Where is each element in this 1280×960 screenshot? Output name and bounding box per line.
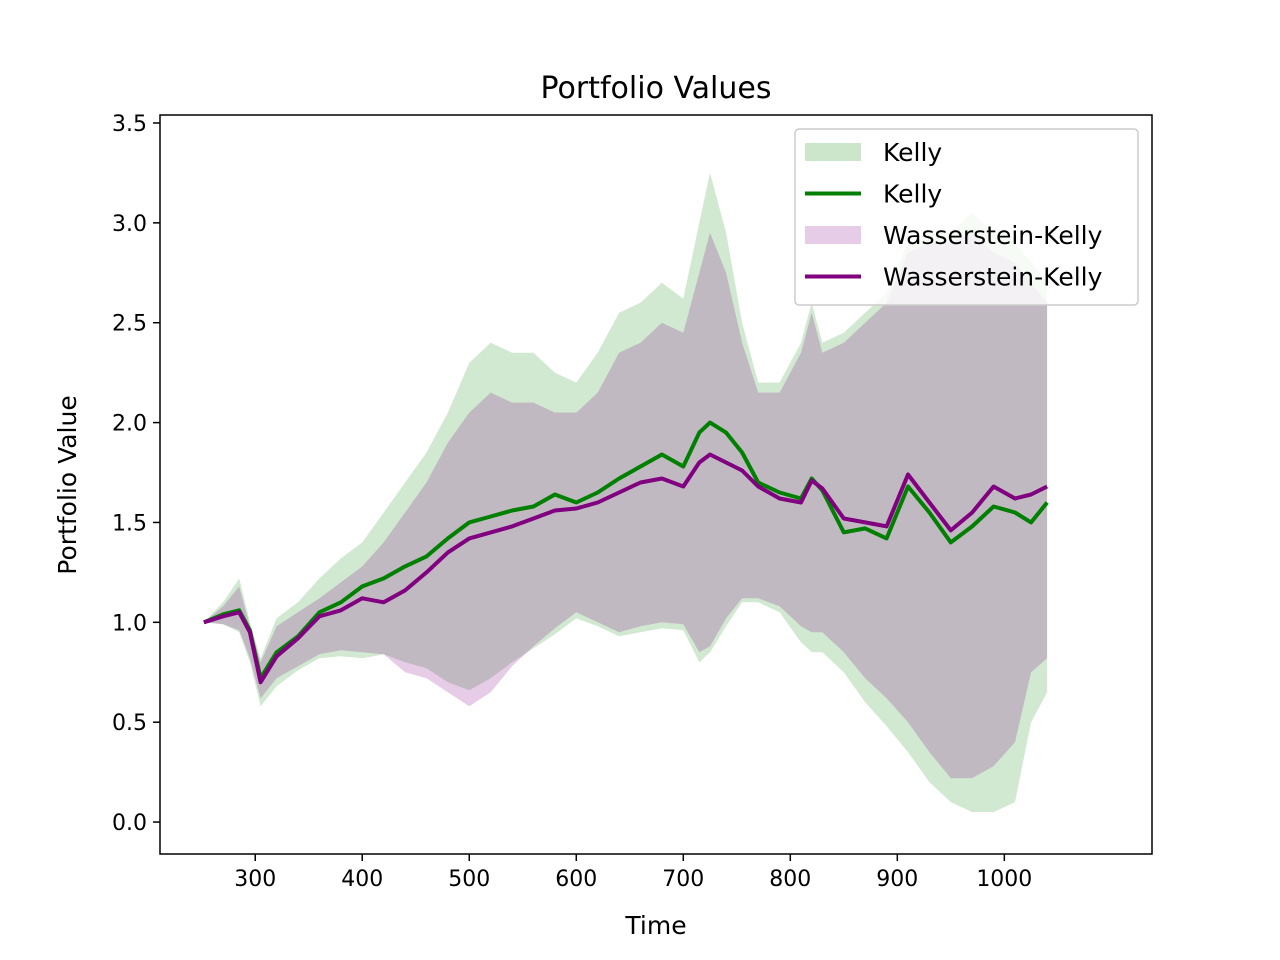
x-tick-label: 300 <box>234 867 276 892</box>
band-wasserstein-kelly <box>203 232 1048 779</box>
y-axis: 0.0 0.5 1.0 1.5 2.0 2.5 3.0 3.5 <box>112 112 160 836</box>
x-tick-label: 800 <box>769 867 811 892</box>
legend-band-swatch <box>805 226 861 244</box>
axes-frame <box>159 114 1153 855</box>
legend-band-swatch <box>805 143 861 161</box>
y-tick-label: 2.0 <box>112 412 147 437</box>
x-tick-label: 400 <box>341 867 383 892</box>
line-wasserstein-kelly <box>203 452 1048 685</box>
y-tick-label: 1.5 <box>112 511 147 536</box>
legend-box <box>794 128 1139 306</box>
y-tick-label: 1.0 <box>112 611 147 636</box>
x-tick-label: 900 <box>876 867 918 892</box>
legend: Kelly Kelly Wasserstein-Kelly Wasserstein-K… <box>794 128 1139 306</box>
x-tick-label: 600 <box>555 867 597 892</box>
y-tick-label: 3.5 <box>112 112 147 137</box>
x-tick-label: 700 <box>662 867 704 892</box>
line-kelly <box>203 420 1049 681</box>
y-axis-label: Portfolio Value <box>53 395 82 574</box>
y-tick-label: 3.0 <box>112 212 147 237</box>
x-tick-label: 1000 <box>976 867 1032 892</box>
x-tick-label: 500 <box>448 867 490 892</box>
x-axis: 300 400 500 600 700 800 900 1000 <box>234 854 1032 892</box>
x-axis-label: Time <box>624 911 686 940</box>
y-tick-label: 2.5 <box>112 312 147 337</box>
y-tick-label: 0.5 <box>112 711 147 736</box>
plot-area <box>203 172 1049 813</box>
legend-label: Kelly <box>883 138 942 167</box>
legend-label: Wasserstein-Kelly <box>883 221 1103 250</box>
legend-label: Wasserstein-Kelly <box>883 263 1103 292</box>
y-tick-label: 0.0 <box>112 811 147 836</box>
legend-label: Kelly <box>883 180 942 209</box>
band-kelly <box>203 172 1048 813</box>
chart-title: Portfolio Values <box>541 71 772 106</box>
